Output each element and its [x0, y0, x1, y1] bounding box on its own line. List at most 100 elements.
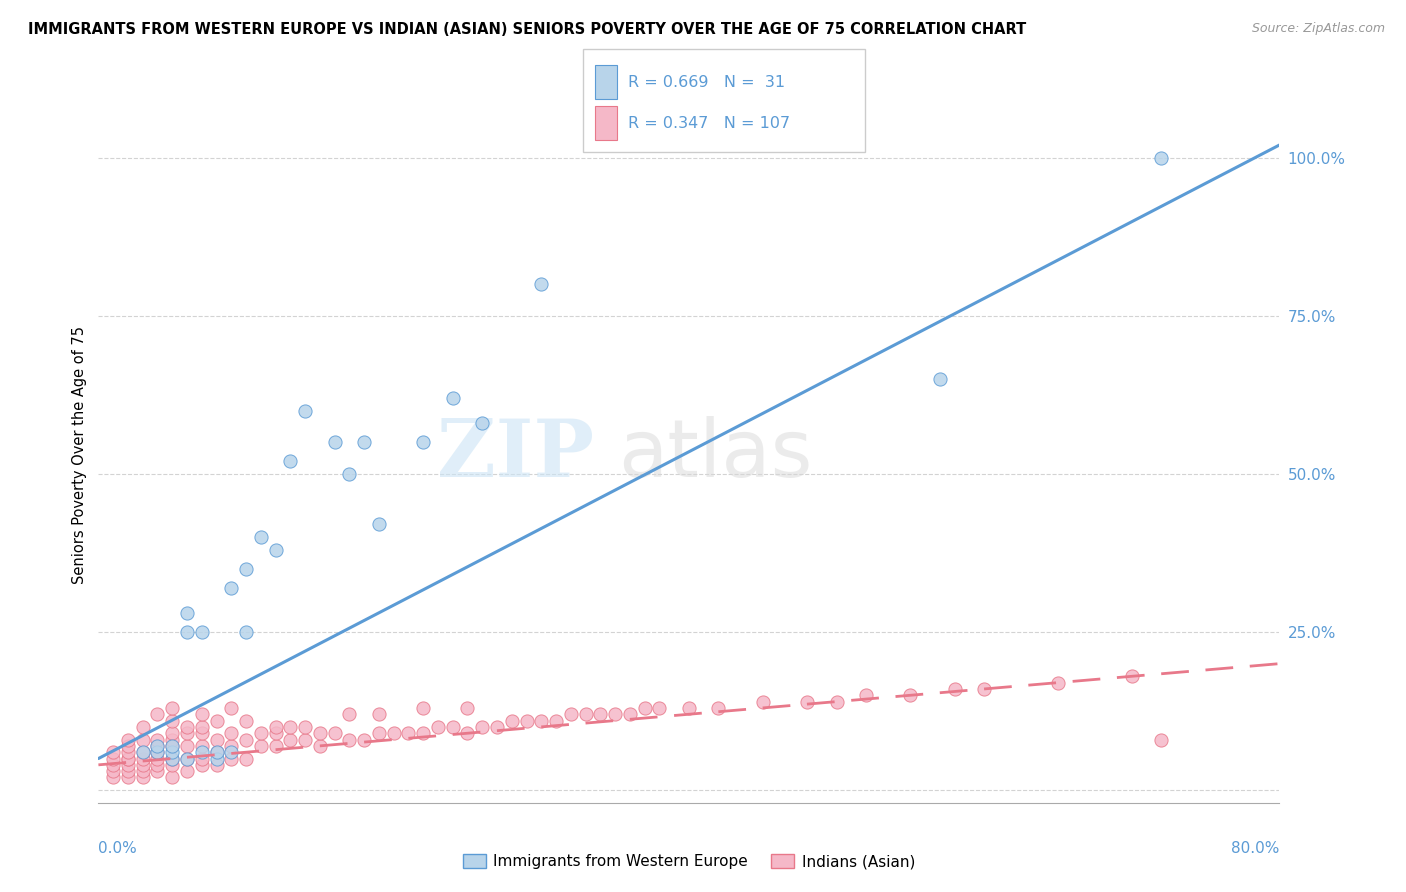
Point [162, 714, 183, 728]
Point [544, 714, 567, 728]
Point [427, 720, 450, 734]
Point [368, 726, 391, 740]
Text: atlas: atlas [619, 416, 813, 494]
Point [323, 435, 346, 450]
Point [191, 757, 214, 772]
Point [176, 720, 198, 734]
Point [337, 732, 360, 747]
Point [825, 695, 848, 709]
Point [176, 751, 198, 765]
Point [353, 435, 375, 450]
Point [205, 732, 228, 747]
Point [176, 625, 198, 640]
Y-axis label: Seniors Poverty Over the Age of 75: Seniors Poverty Over the Age of 75 [72, 326, 87, 584]
Text: R = 0.669   N =  31: R = 0.669 N = 31 [628, 76, 786, 90]
Point [796, 695, 818, 709]
Point [205, 745, 228, 759]
Point [146, 739, 169, 753]
Point [117, 764, 139, 779]
Point [162, 732, 183, 747]
Text: IMMIGRANTS FROM WESTERN EUROPE VS INDIAN (ASIAN) SENIORS POVERTY OVER THE AGE OF: IMMIGRANTS FROM WESTERN EUROPE VS INDIAN… [28, 22, 1026, 37]
Point [205, 757, 228, 772]
Point [146, 751, 169, 765]
Point [132, 745, 155, 759]
Point [146, 739, 169, 753]
Point [162, 745, 183, 759]
Point [162, 751, 183, 765]
Point [235, 562, 257, 576]
Point [751, 695, 773, 709]
Point [678, 701, 700, 715]
Point [309, 726, 332, 740]
Point [205, 745, 228, 759]
Point [1150, 151, 1173, 165]
Point [132, 751, 155, 765]
Point [456, 701, 478, 715]
Point [191, 745, 214, 759]
Point [162, 739, 183, 753]
Point [176, 764, 198, 779]
Point [471, 720, 494, 734]
Point [103, 757, 125, 772]
Point [337, 467, 360, 481]
Point [1150, 732, 1173, 747]
Point [589, 707, 612, 722]
Point [412, 726, 434, 740]
Point [117, 757, 139, 772]
Point [219, 751, 242, 765]
Point [1046, 675, 1069, 690]
Point [132, 745, 155, 759]
Point [132, 757, 155, 772]
Point [928, 372, 950, 386]
Point [117, 732, 139, 747]
Point [219, 726, 242, 740]
Point [103, 751, 125, 765]
Point [103, 764, 125, 779]
Point [146, 745, 169, 759]
Text: ZIP: ZIP [437, 416, 595, 494]
Point [294, 732, 316, 747]
Point [278, 732, 302, 747]
Point [176, 739, 198, 753]
Point [441, 720, 464, 734]
Point [146, 745, 169, 759]
Point [205, 751, 228, 765]
Point [132, 720, 155, 734]
Point [132, 732, 155, 747]
Point [250, 530, 273, 544]
Point [103, 745, 125, 759]
Point [162, 726, 183, 740]
Point [235, 714, 257, 728]
Point [441, 391, 464, 405]
Point [162, 751, 183, 765]
Point [205, 714, 228, 728]
Point [132, 771, 155, 785]
Point [191, 726, 214, 740]
Point [278, 720, 302, 734]
Legend: Immigrants from Western Europe, Indians (Asian): Immigrants from Western Europe, Indians … [457, 847, 921, 875]
Point [486, 720, 509, 734]
Point [162, 757, 183, 772]
Point [855, 688, 877, 702]
Point [278, 454, 302, 468]
Point [146, 764, 169, 779]
Point [707, 701, 730, 715]
Point [146, 732, 169, 747]
Point [176, 726, 198, 740]
Point [294, 720, 316, 734]
Point [456, 726, 478, 740]
Point [176, 606, 198, 620]
Point [162, 739, 183, 753]
Text: R = 0.347   N = 107: R = 0.347 N = 107 [628, 117, 790, 131]
Point [219, 745, 242, 759]
Point [264, 726, 287, 740]
Point [574, 707, 596, 722]
Point [219, 581, 242, 595]
Point [117, 751, 139, 765]
Point [250, 739, 273, 753]
Point [103, 771, 125, 785]
Point [412, 435, 434, 450]
Point [530, 277, 553, 292]
Point [973, 681, 995, 696]
Point [264, 542, 287, 557]
